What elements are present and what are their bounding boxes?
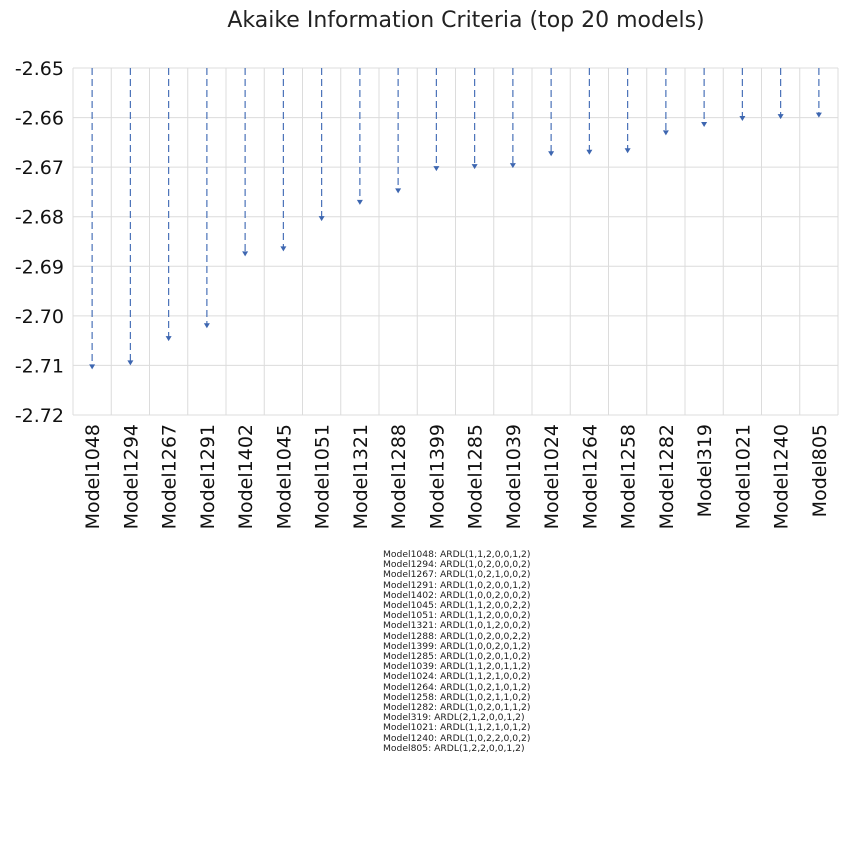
arrow-head	[203, 323, 210, 329]
arrow-head	[471, 164, 478, 170]
x-tick-label: Model1402	[235, 424, 257, 529]
legend-item: Model1267: ARDL(1,0,2,1,0,0,2)	[383, 569, 531, 581]
legend-item: Model1399: ARDL(1,0,0,2,0,1,2)	[383, 640, 531, 652]
legend-item: Model1024: ARDL(1,1,2,1,0,0,2)	[383, 671, 531, 683]
y-tick-label: -2.68	[15, 207, 64, 229]
y-tick-label: -2.71	[15, 355, 64, 377]
data-mark	[395, 68, 402, 194]
x-tick-label: Model1258	[618, 424, 640, 529]
x-tick-label: Model1267	[159, 424, 181, 529]
x-tick-label: Model1021	[732, 424, 754, 529]
arrow-head	[127, 360, 134, 366]
legend-item: Model1321: ARDL(1,0,1,2,0,0,2)	[383, 620, 531, 632]
data-mark	[433, 68, 440, 172]
y-tick-label: -2.70	[15, 306, 64, 328]
x-tick-label: Model1264	[579, 424, 601, 529]
x-tick-label: Model1039	[503, 424, 525, 529]
arrow-head	[548, 151, 555, 157]
arrow-head	[433, 166, 440, 172]
x-tick-label: Model1045	[273, 424, 295, 529]
model-legend: Model1048: ARDL(1,1,2,0,0,1,2) Model1294:…	[383, 549, 683, 754]
data-mark	[624, 68, 631, 154]
arrow-head	[165, 336, 172, 342]
x-tick-label: Model1285	[465, 424, 487, 529]
arrow-head	[89, 364, 96, 370]
data-mark	[777, 68, 784, 120]
y-tick-label: -2.67	[15, 157, 64, 179]
x-tick-label: Model1294	[120, 424, 142, 529]
data-mark	[662, 68, 669, 136]
arrow-head	[356, 199, 363, 205]
x-tick-label: Model805	[809, 424, 831, 517]
legend-item: Model1282: ARDL(1,0,2,0,1,1,2)	[383, 702, 531, 714]
y-tick-label: -2.66	[15, 108, 64, 130]
legend-item: Model1021: ARDL(1,1,2,1,0,1,2)	[383, 722, 531, 734]
chart-title: Akaike Information Criteria (top 20 mode…	[227, 8, 704, 33]
arrow-head	[777, 114, 784, 120]
legend-item: Model1048: ARDL(1,1,2,0,0,1,2)	[383, 549, 531, 560]
arrow-head	[242, 251, 249, 257]
data-mark	[509, 68, 516, 169]
data-mark	[318, 68, 325, 222]
arrow-head	[318, 216, 325, 222]
x-tick-label: Model1282	[656, 424, 678, 529]
y-axis-ticks: -2.65 -2.66 -2.67 -2.68 -2.69 -2.70 -2.71 -2.72	[15, 58, 64, 427]
x-tick-label: Model1399	[426, 424, 448, 529]
data-mark	[242, 68, 249, 257]
x-tick-label: Model1321	[350, 424, 372, 529]
data-mark	[739, 68, 746, 122]
x-tick-label: Model319	[694, 424, 716, 517]
arrow-head	[586, 149, 593, 155]
data-mark	[701, 68, 708, 127]
data-mark	[356, 68, 363, 205]
legend-item: Model1258: ARDL(1,0,2,1,1,0,2)	[383, 691, 531, 703]
data-mark	[203, 68, 210, 329]
arrow-head	[701, 121, 708, 127]
data-mark	[471, 68, 478, 170]
x-tick-label: Model1051	[312, 424, 334, 529]
x-tick-label: Model1048	[82, 424, 104, 529]
legend-item: Model1240: ARDL(1,0,2,2,0,0,2)	[383, 732, 531, 744]
legend-item: Model1051: ARDL(1,1,2,0,0,0,2)	[383, 610, 531, 622]
arrow-head	[662, 130, 669, 136]
data-mark	[548, 68, 555, 157]
data-mark	[815, 68, 822, 118]
legend-item: Model1294: ARDL(1,0,2,0,0,0,2)	[383, 559, 531, 571]
legend-item: Model319: ARDL(2,1,2,0,0,1,2)	[383, 712, 525, 724]
data-mark	[89, 68, 96, 370]
legend-item: Model1039: ARDL(1,1,2,0,1,1,2)	[383, 661, 531, 673]
drop-lines	[89, 68, 822, 370]
legend-item: Model1291: ARDL(1,0,2,0,0,1,2)	[383, 579, 531, 591]
y-tick-label: -2.72	[15, 405, 64, 427]
x-axis-ticks: Model1048 Model1294 Model1267 Model1291 Mode…	[82, 424, 831, 529]
legend-item: Model805: ARDL(1,2,2,0,0,1,2)	[383, 742, 525, 754]
gridlines	[72, 67, 839, 416]
data-mark	[127, 68, 134, 366]
legend-item: Model1285: ARDL(1,0,2,0,1,0,2)	[383, 651, 531, 663]
arrow-head	[395, 188, 402, 194]
arrow-head	[280, 246, 287, 252]
data-mark	[586, 68, 593, 155]
legend-item: Model1402: ARDL(1,0,0,2,0,0,2)	[383, 589, 531, 601]
y-tick-label: -2.69	[15, 256, 64, 278]
data-mark	[165, 68, 172, 342]
data-mark	[280, 68, 287, 252]
y-tick-label: -2.65	[15, 58, 64, 80]
arrow-head	[739, 116, 746, 122]
legend-item: Model1288: ARDL(1,0,2,0,0,2,2)	[383, 630, 531, 642]
arrow-head	[815, 112, 822, 118]
arrow-head	[624, 148, 631, 154]
legend-item: Model1264: ARDL(1,0,2,1,0,1,2)	[383, 681, 531, 693]
x-tick-label: Model1288	[388, 424, 410, 529]
arrow-head	[509, 163, 516, 169]
aic-chart: Akaike Information Criteria (top 20 mode…	[15, 8, 839, 529]
x-tick-label: Model1291	[197, 424, 219, 529]
x-tick-label: Model1240	[771, 424, 793, 529]
legend-item: Model1045: ARDL(1,1,2,0,0,2,2)	[383, 600, 531, 612]
x-tick-label: Model1024	[541, 424, 563, 529]
